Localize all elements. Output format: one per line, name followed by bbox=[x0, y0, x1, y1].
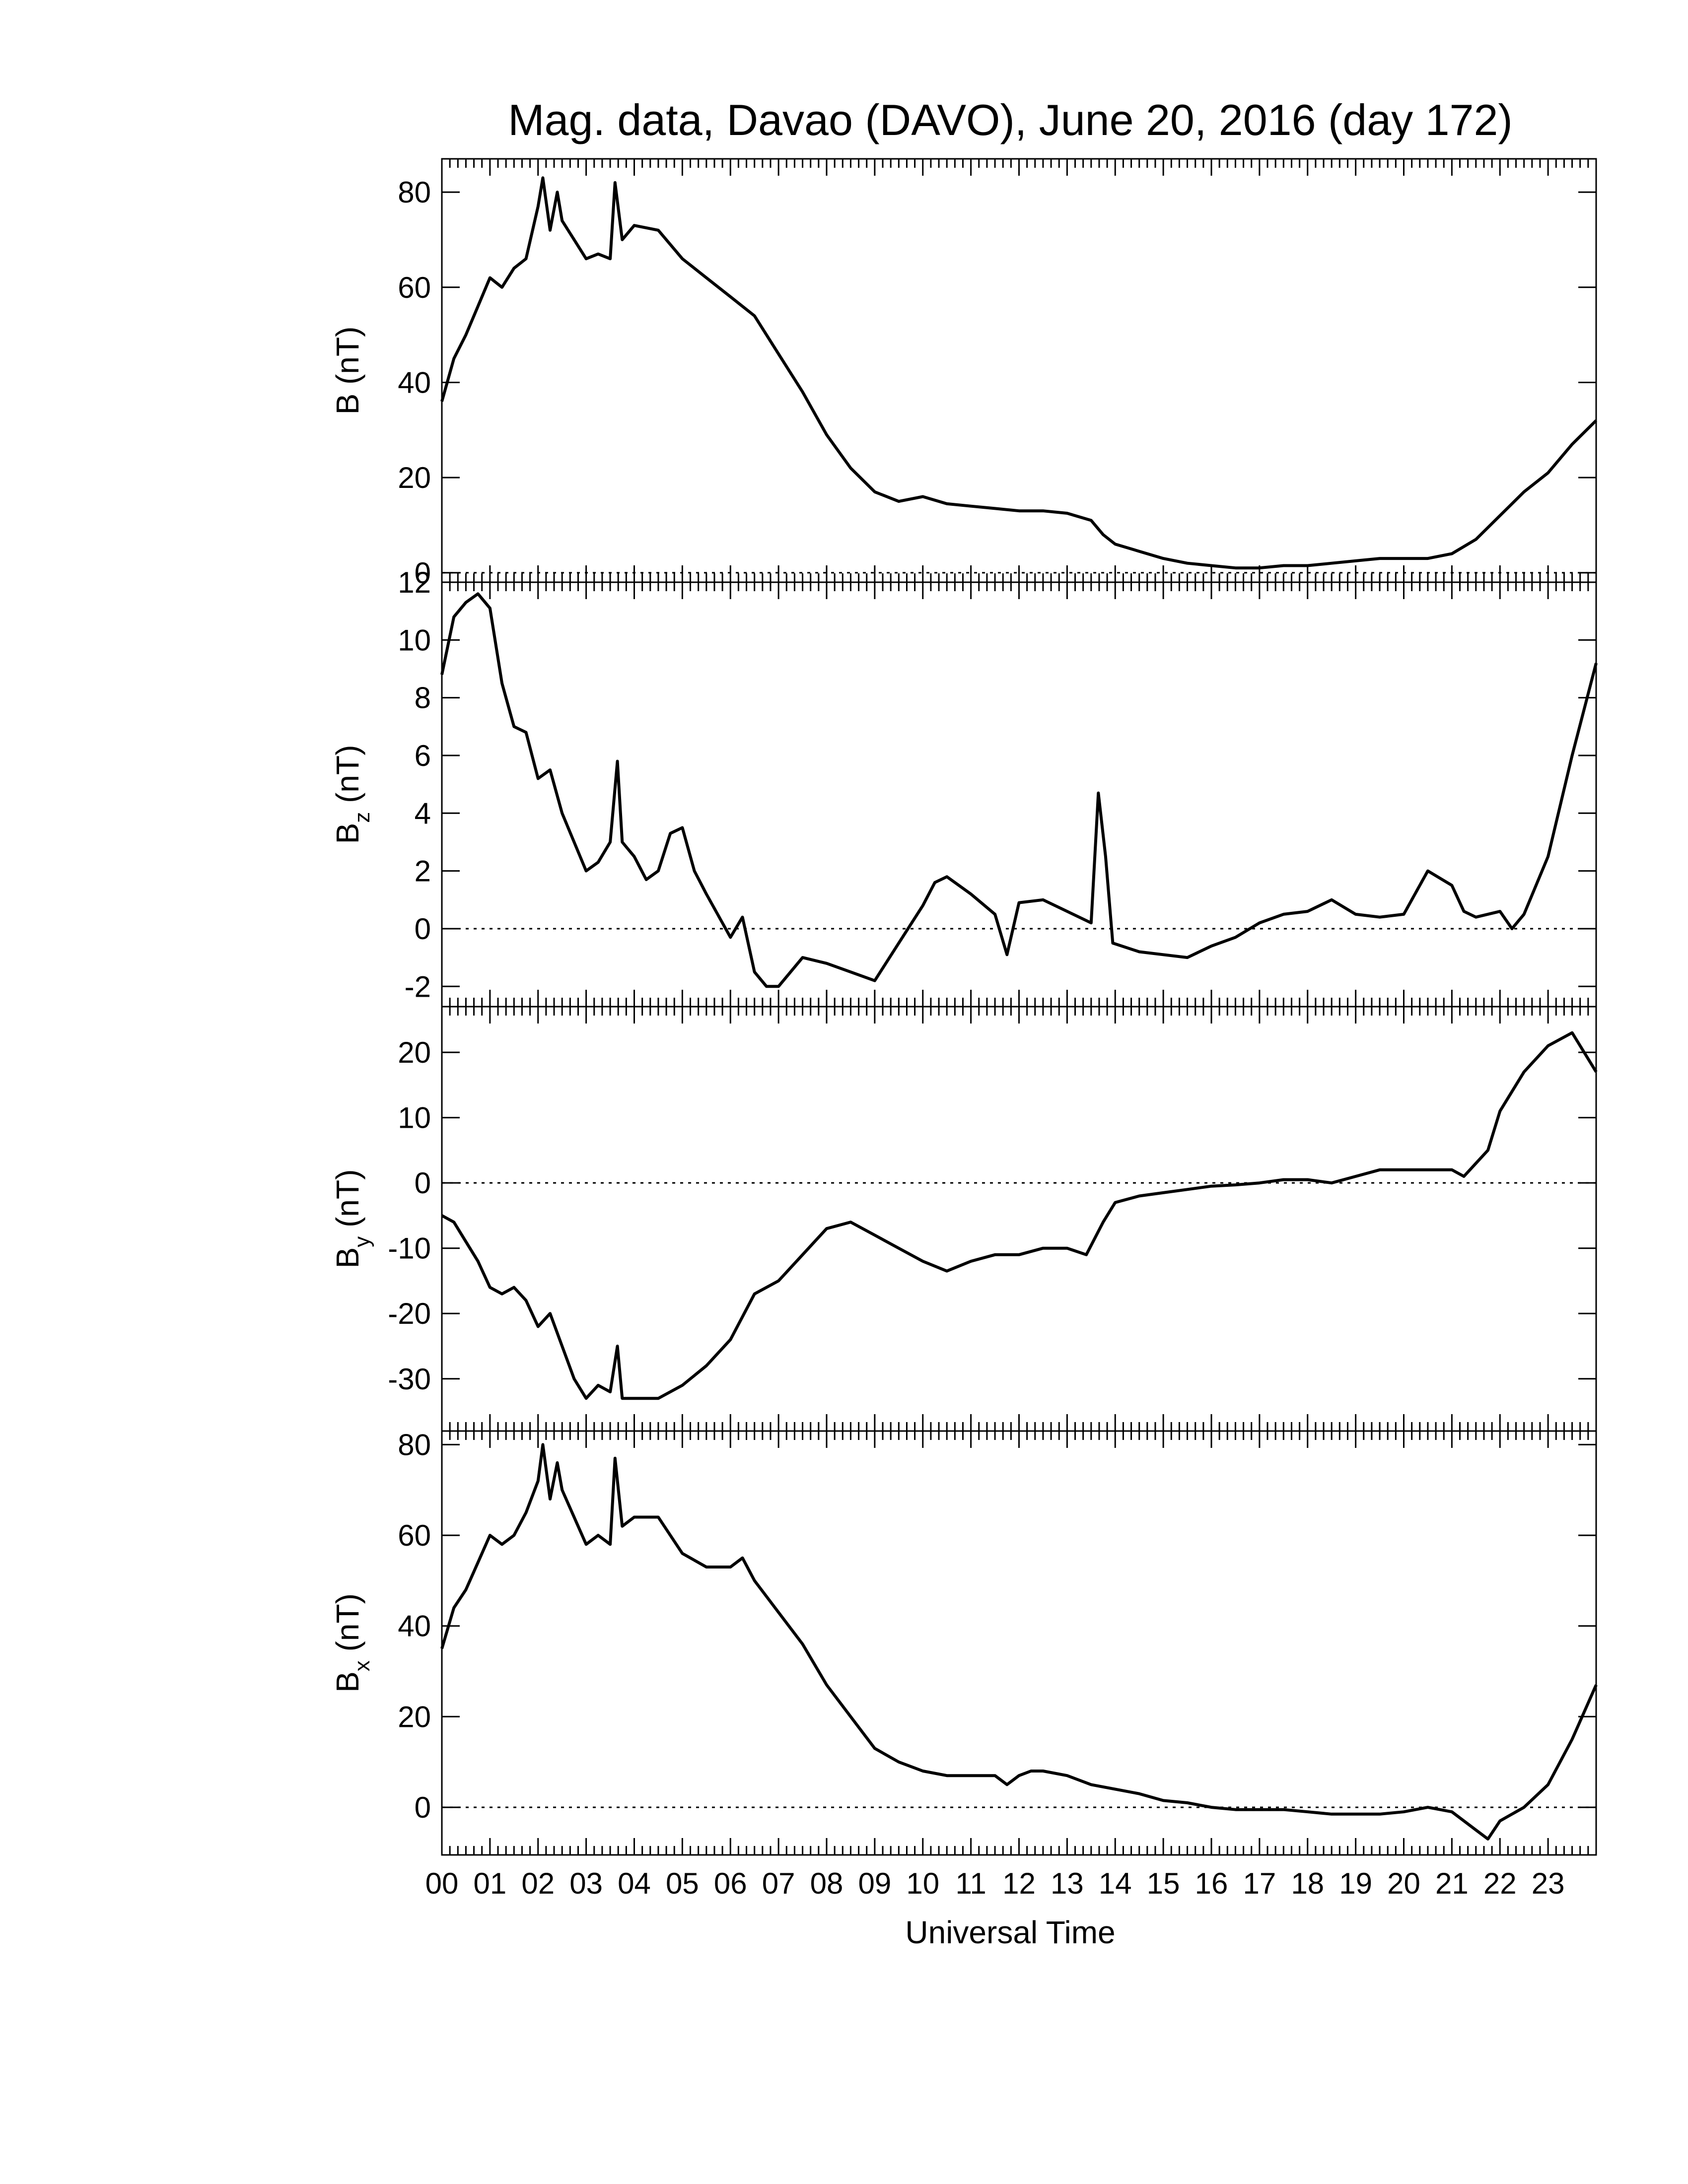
x-tick-label: 10 bbox=[906, 1867, 939, 1900]
x-ticks bbox=[441, 582, 1597, 1007]
x-tick-label: 15 bbox=[1147, 1867, 1180, 1900]
y-axis-label-unit: (nT) bbox=[330, 327, 365, 394]
y-axis-label-subscript: z bbox=[350, 812, 374, 823]
y-axis-label-unit: (nT) bbox=[330, 745, 365, 812]
x-tick-label: 17 bbox=[1243, 1867, 1276, 1900]
x-tick-label: 07 bbox=[762, 1867, 795, 1900]
x-tick-labels: 00 01 02 03 04 05 06 07 08 09 10 11 12 13 14 15 16 17 18 19… bbox=[425, 1867, 1565, 1900]
panel-1: 0 20 40 60 80 B (nT) bbox=[330, 158, 1598, 590]
y-tick-label: 0 bbox=[415, 1791, 431, 1824]
x-tick-label: 05 bbox=[666, 1867, 699, 1900]
y-axis-label-subscript: x bbox=[350, 1660, 374, 1671]
x-tick-label: 19 bbox=[1339, 1867, 1372, 1900]
panel-4: 0 20 40 60 80 Bx (nT) bbox=[330, 1428, 1598, 1856]
x-axis-label: Universal Time bbox=[905, 1914, 1115, 1950]
x-tick-label: 13 bbox=[1051, 1867, 1084, 1900]
y-axis-label: By (nT) bbox=[330, 1169, 374, 1269]
y-axis-label-main: B bbox=[330, 1247, 365, 1269]
y-axis-label-main: B bbox=[330, 823, 365, 844]
y-tick-label: 20 bbox=[398, 461, 431, 494]
x-tick-label: 22 bbox=[1483, 1867, 1517, 1900]
y-tick-label: 6 bbox=[415, 739, 431, 772]
y-axis-label-unit: (nT) bbox=[330, 1169, 365, 1236]
x-tick-label: 21 bbox=[1435, 1867, 1469, 1900]
x-ticks bbox=[441, 1431, 1597, 1855]
x-tick-label: 04 bbox=[618, 1867, 651, 1900]
y-tick-label: 60 bbox=[398, 271, 431, 304]
panel-frame bbox=[441, 158, 1597, 583]
x-tick-label: 12 bbox=[1002, 1867, 1036, 1900]
series-line bbox=[441, 1031, 1598, 1400]
x-tick-label: 03 bbox=[569, 1867, 603, 1900]
panel-frame bbox=[441, 1430, 1597, 1856]
x-tick-label: 09 bbox=[858, 1867, 892, 1900]
y-axis-label-main: B bbox=[330, 394, 365, 415]
y-tick-label: 80 bbox=[398, 1428, 431, 1461]
y-tick-label: 0 bbox=[415, 556, 431, 590]
y-axis-label-main: B bbox=[330, 1671, 365, 1693]
y-tick-label: -10 bbox=[388, 1232, 431, 1265]
x-tick-label: 23 bbox=[1532, 1867, 1565, 1900]
series-line bbox=[440, 176, 1598, 570]
y-tick-label: -20 bbox=[388, 1297, 431, 1330]
y-tick-label: 12 bbox=[398, 566, 431, 599]
chart-title: Mag. data, Davao (DAVO), June 20, 2016 (… bbox=[508, 95, 1512, 144]
series-line bbox=[440, 1443, 1598, 1841]
y-tick-label: 20 bbox=[398, 1700, 431, 1733]
series-line bbox=[440, 592, 1598, 988]
y-tick-label: 2 bbox=[415, 855, 431, 888]
y-axis-label-subscript: y bbox=[350, 1236, 374, 1247]
y-tick-label: 20 bbox=[398, 1036, 431, 1069]
x-tick-label: 06 bbox=[714, 1867, 747, 1900]
x-tick-label: 01 bbox=[474, 1867, 507, 1900]
x-tick-label: 14 bbox=[1099, 1867, 1132, 1900]
y-tick-label: 0 bbox=[415, 1166, 431, 1200]
panel-3: -30 -20 -10 0 10 20 By (nT) bbox=[330, 1006, 1598, 1432]
y-tick-label: 10 bbox=[398, 623, 431, 657]
y-tick-label: 60 bbox=[398, 1519, 431, 1552]
y-tick-label: -30 bbox=[388, 1363, 431, 1396]
x-tick-label: 11 bbox=[955, 1867, 986, 1900]
y-tick-label: 4 bbox=[415, 797, 431, 830]
y-tick-label: 40 bbox=[398, 366, 431, 399]
y-tick-label: 80 bbox=[398, 176, 431, 209]
y-axis-label-unit: (nT) bbox=[330, 1593, 365, 1660]
y-axis-label: Bz (nT) bbox=[330, 745, 374, 844]
x-ticks bbox=[441, 1007, 1597, 1431]
y-tick-label: -2 bbox=[405, 970, 431, 1003]
y-axis-label: Bx (nT) bbox=[330, 1593, 374, 1693]
x-tick-label: 16 bbox=[1195, 1867, 1228, 1900]
y-tick-label: 10 bbox=[398, 1101, 431, 1135]
panel-2: -2 0 2 4 6 8 10 12 Bz (nT) bbox=[330, 566, 1598, 1008]
y-axis-label: B (nT) bbox=[330, 327, 365, 415]
x-ticks bbox=[441, 159, 1597, 582]
x-tick-label: 08 bbox=[810, 1867, 844, 1900]
y-tick-label: 40 bbox=[398, 1610, 431, 1643]
x-tick-label: 02 bbox=[521, 1867, 555, 1900]
y-tick-label: 0 bbox=[415, 912, 431, 946]
x-tick-label: 20 bbox=[1387, 1867, 1420, 1900]
x-tick-label: 18 bbox=[1291, 1867, 1324, 1900]
y-tick-label: 8 bbox=[415, 682, 431, 715]
x-tick-label: 00 bbox=[425, 1867, 459, 1900]
